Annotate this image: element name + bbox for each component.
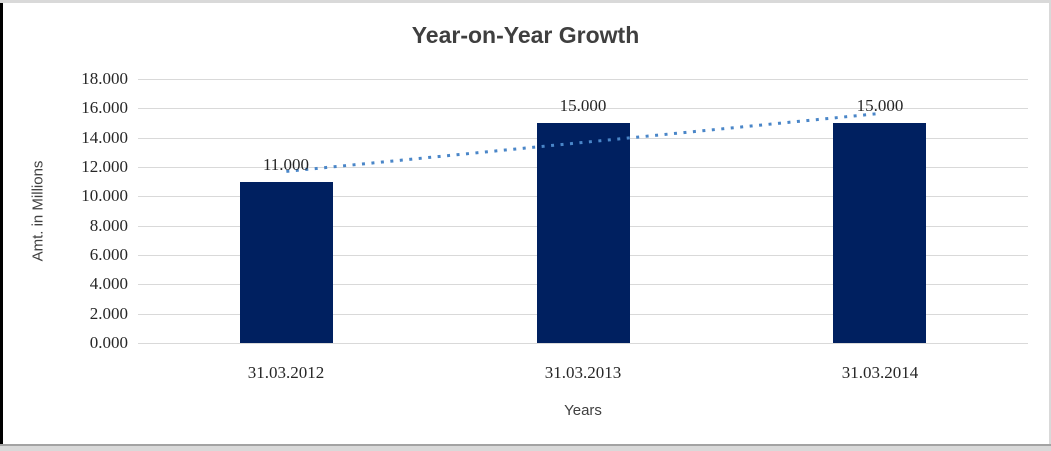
frame-edge-right bbox=[1049, 0, 1051, 451]
frame-edge-left bbox=[0, 0, 3, 451]
y-axis-tick-label: 0.000 bbox=[89, 333, 128, 352]
plot-area: 11.000 15.000 15.000 bbox=[138, 79, 1028, 344]
frame-edge-top bbox=[0, 0, 1051, 3]
y-axis-tick-label: 18.000 bbox=[81, 69, 128, 88]
y-axis-tick-label: 4.000 bbox=[89, 274, 128, 294]
frame-edge-bottom bbox=[0, 444, 1051, 451]
x-axis-tick-label: 31.03.2014 bbox=[841, 363, 919, 382]
bar-value-label: 11.000 bbox=[262, 155, 310, 174]
bar-value-label: 15.000 bbox=[856, 96, 904, 115]
y-axis-tick-label: 10.000 bbox=[81, 186, 128, 206]
gridline bbox=[138, 108, 1028, 109]
y-axis-tick-label: 14.000 bbox=[81, 127, 128, 147]
gridline bbox=[138, 79, 1028, 80]
y-axis-tick-label: 6.000 bbox=[89, 245, 128, 264]
bar-value-label: 15.000 bbox=[559, 96, 607, 115]
trendline bbox=[286, 111, 880, 173]
bar-31.03.2014 bbox=[833, 123, 926, 343]
y-axis-tick-label: 12.000 bbox=[81, 157, 128, 176]
chart-title: Year-on-Year Growth bbox=[411, 22, 640, 48]
x-axis-title: Years bbox=[564, 402, 602, 419]
x-axis-tick-label: 31.03.2013 bbox=[544, 363, 622, 382]
gridline bbox=[138, 343, 1028, 344]
y-axis-tick-label: 2.000 bbox=[89, 303, 128, 323]
bar-31.03.2012 bbox=[240, 182, 333, 343]
x-axis-tick-label: 31.03.2012 bbox=[247, 363, 325, 382]
y-axis-tick-label: 16.000 bbox=[81, 98, 128, 118]
bar-31.03.2013 bbox=[537, 123, 630, 343]
y-axis-tick-label: 8.000 bbox=[89, 215, 128, 235]
